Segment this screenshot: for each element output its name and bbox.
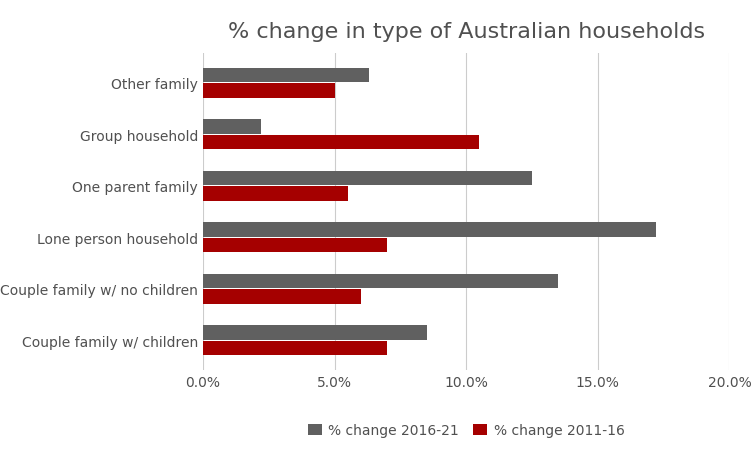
Bar xyxy=(203,187,347,201)
Bar xyxy=(203,120,261,134)
Legend: % change 2016-21, % change 2011-16: % change 2016-21, % change 2011-16 xyxy=(302,418,630,443)
Title: % change in type of Australian households: % change in type of Australian household… xyxy=(228,22,705,41)
Bar xyxy=(203,341,387,355)
Bar xyxy=(203,290,361,304)
Bar xyxy=(203,135,479,150)
Bar xyxy=(203,274,558,289)
Bar xyxy=(203,84,335,98)
Bar xyxy=(203,171,532,186)
Bar xyxy=(203,238,387,253)
Bar xyxy=(203,326,427,340)
Bar xyxy=(203,223,656,237)
Bar xyxy=(203,69,368,83)
